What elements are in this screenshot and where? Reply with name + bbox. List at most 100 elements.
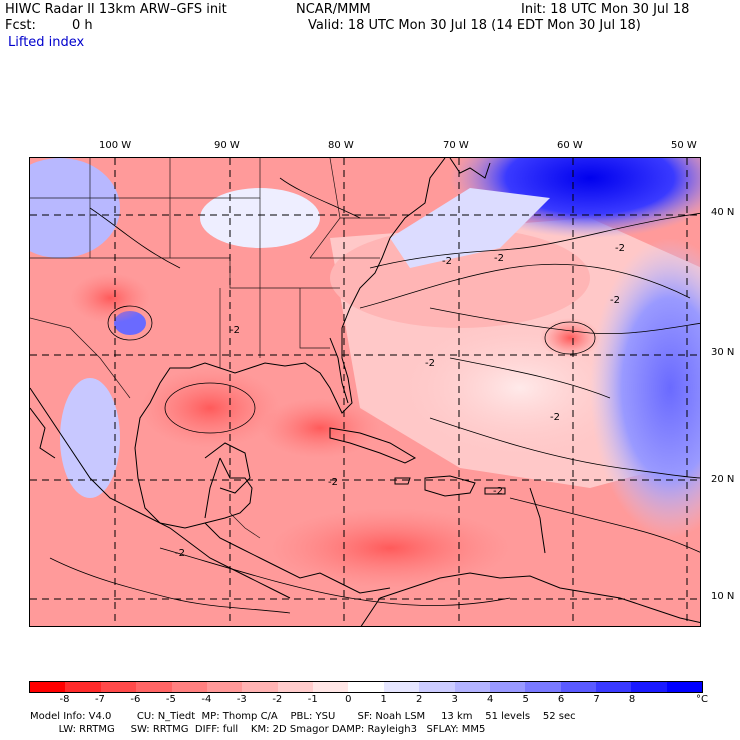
colorbar-tick-label: -1: [307, 694, 318, 705]
colorbar-tick-label: -6: [130, 694, 141, 705]
contour-lines: [49, 177, 700, 614]
mexico-pacific-coast: [30, 387, 291, 599]
contour-label: -2: [550, 412, 560, 423]
lesser-antilles: [529, 487, 546, 554]
south-america-coast: [360, 572, 700, 626]
colorbar-tick-label: 0: [345, 694, 352, 705]
lifted-index-map: -2 -2 -2 -2 -2 -2 -2 -2 -2 -2: [29, 157, 701, 627]
colorbar-swatch: [489, 682, 526, 692]
field-stable-mexico: [60, 378, 120, 498]
hispaniola: [424, 475, 476, 497]
forecast-label: Fcst:: [5, 18, 36, 33]
border-central-america: [229, 512, 261, 539]
model-title: HIWC Radar II 13km ARW–GFS init: [5, 2, 227, 17]
contour-3: [429, 307, 700, 335]
field-stable-northwest: [30, 158, 120, 258]
model-info-line2: LW: RRTMG SW: RRTMG DIFF: full KM: 2D Sm…: [30, 724, 486, 735]
lon-label-100w: 100 W: [99, 140, 132, 151]
contour-label: -2: [610, 295, 620, 306]
lon-label-50w: 50 W: [671, 140, 697, 151]
valid-time: Valid: 18 UTC Mon 30 Jul 18 (14 EDT Mon …: [308, 18, 641, 33]
colorbar-tick-label: -7: [94, 694, 105, 705]
init-time: Init: 18 UTC Mon 30 Jul 18: [521, 2, 690, 17]
colorbar-tick-label: -5: [165, 694, 176, 705]
map-canvas: -2 -2 -2 -2 -2 -2 -2 -2 -2 -2: [30, 158, 700, 626]
contour-8: [509, 497, 700, 553]
maine-coast: [449, 158, 491, 179]
colorbar-swatch: [100, 682, 137, 692]
colorbar-tick-label: 2: [416, 694, 423, 705]
yucatan: [204, 442, 251, 494]
colorbar-swatch: [596, 682, 632, 692]
field-unstable-south-caribbean: [270, 508, 510, 588]
contour-5: [429, 417, 700, 479]
colorbar-swatch: [242, 682, 278, 692]
contour-13: [164, 382, 256, 434]
colorbar-swatch: [136, 682, 172, 692]
colorbar-swatch: [171, 682, 207, 692]
colorbar-tick-label: 3: [451, 694, 458, 705]
lat-label-40n: 40 N: [711, 207, 735, 218]
field-name: Lifted index: [8, 35, 85, 50]
contour-1: [369, 212, 700, 269]
colorbar-swatch: [277, 682, 313, 692]
contour-label: -2: [328, 477, 338, 488]
colorbar-tick-label: 5: [522, 694, 529, 705]
lat-label-10n: 10 N: [711, 591, 735, 602]
colorbar-tick-label: -2: [272, 694, 283, 705]
jamaica: [394, 477, 411, 485]
contour-label-group: -2 -2 -2 -2 -2 -2 -2 -2 -2 -2: [175, 243, 625, 559]
contour-6: [159, 547, 511, 606]
border-12: [309, 158, 341, 259]
cuba: [329, 427, 417, 464]
colorbar-swatch: [454, 682, 490, 692]
contour-label: -2: [425, 358, 435, 369]
border-9: [299, 288, 330, 349]
colorbar-swatch: [419, 682, 455, 692]
colorbar-tick-label: 8: [628, 694, 636, 705]
contour-10: [89, 207, 181, 269]
field-stable-nj-shelf: [390, 188, 550, 268]
puerto-rico: [484, 487, 506, 495]
organization: NCAR/MMM: [296, 2, 371, 17]
colorbar-swatch: [65, 682, 101, 692]
field-unstable-atlantic-cell: [540, 318, 600, 358]
colorbar-swatch: [631, 682, 667, 692]
contour-label: -2: [615, 243, 625, 254]
contour-4: [449, 357, 611, 399]
field-gulfstream-band: [330, 228, 590, 328]
model-info-line1: Model Info: V4.0 CU: N_Tiedt MP: Thomp C…: [30, 711, 576, 722]
contour-label: -2: [175, 548, 185, 559]
contour-label: -2: [493, 486, 503, 497]
lat-label-20n: 20 N: [711, 474, 735, 485]
political-borders: [30, 158, 390, 539]
contour-label: -2: [442, 256, 452, 267]
field-stable-east-atlantic: [590, 238, 700, 538]
colorbar-swatch: [206, 682, 243, 692]
border-5: [170, 257, 260, 289]
colorbar-tick-label: 7: [593, 694, 600, 705]
baja-coast: [30, 407, 56, 459]
colorbar-swatch: [666, 682, 703, 692]
field-unstable-texas: [70, 273, 150, 323]
lon-label-70w: 70 W: [443, 140, 469, 151]
contour-label: -2: [230, 325, 240, 336]
colorbar-tick-label: 6: [557, 694, 565, 705]
colorbar-swatch: [30, 682, 66, 692]
contour-label: -2: [494, 253, 504, 264]
colorbar-tick-label: -8: [59, 694, 70, 705]
colorbar-swatch: [560, 682, 596, 692]
contour-2: [359, 263, 691, 309]
colorbar-swatch: [525, 682, 561, 692]
colorbar-tick-label: 4: [486, 694, 494, 705]
colorbar-swatch: [383, 682, 420, 692]
colorbar-tick-label: -4: [201, 694, 212, 705]
florida: [329, 337, 349, 404]
lon-label-80w: 80 W: [328, 140, 354, 151]
colorbar-tick-label: -3: [236, 694, 247, 705]
contour-9: [279, 177, 361, 219]
colorbar-unit: °C: [696, 694, 708, 705]
contour-7: [49, 557, 291, 614]
lat-label-30n: 30 N: [711, 347, 735, 358]
contour-11: [107, 305, 153, 341]
